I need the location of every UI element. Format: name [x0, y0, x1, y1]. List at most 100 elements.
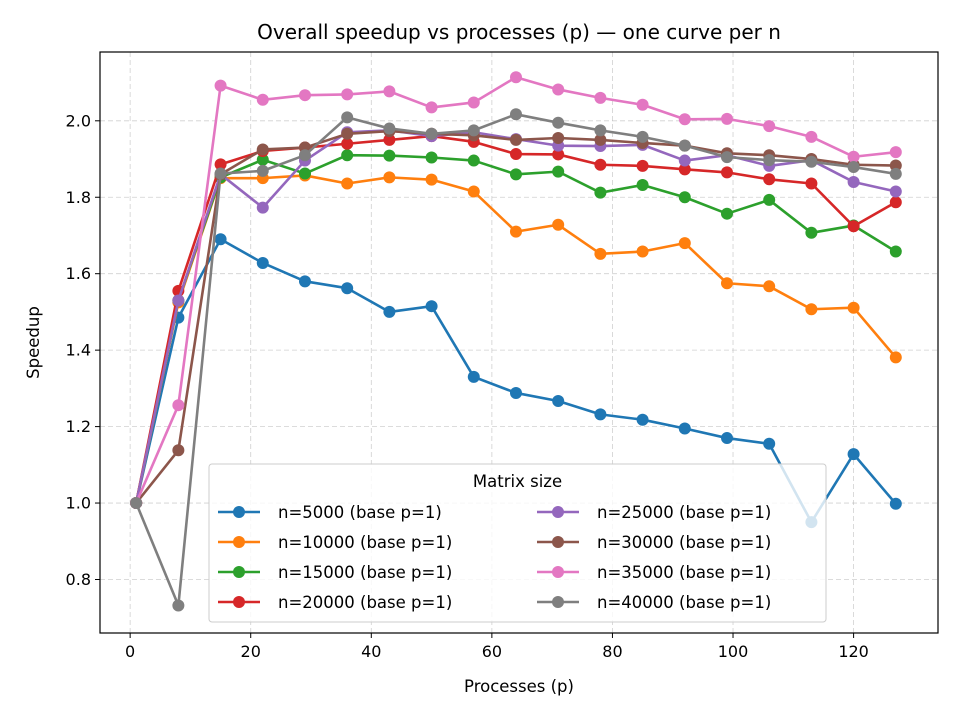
data-point — [763, 154, 775, 166]
x-axis-label: Processes (p) — [464, 677, 574, 696]
data-point — [383, 306, 395, 318]
x-tick-label: 20 — [241, 642, 261, 661]
legend-label: n=5000 (base p=1) — [278, 503, 442, 522]
legend-label: n=25000 (base p=1) — [597, 503, 771, 522]
data-point — [426, 152, 438, 164]
y-tick-label: 1.4 — [66, 341, 91, 360]
data-point — [805, 303, 817, 315]
data-point — [805, 177, 817, 189]
data-point — [299, 168, 311, 180]
data-point — [637, 179, 649, 191]
data-point — [552, 117, 564, 129]
data-point — [552, 83, 564, 95]
data-point — [341, 128, 353, 140]
data-point — [805, 156, 817, 168]
data-point — [257, 202, 269, 214]
data-point — [890, 351, 902, 363]
data-point — [468, 371, 480, 383]
data-point — [383, 122, 395, 134]
data-point — [299, 275, 311, 287]
data-point — [594, 408, 606, 420]
data-point — [383, 171, 395, 183]
data-point — [468, 155, 480, 167]
legend-label: n=10000 (base p=1) — [278, 533, 452, 552]
legend-label: n=15000 (base p=1) — [278, 563, 452, 582]
data-point — [552, 395, 564, 407]
data-point — [848, 220, 860, 232]
data-point — [257, 143, 269, 155]
data-point — [172, 599, 184, 611]
data-point — [721, 113, 733, 125]
data-point — [552, 219, 564, 231]
data-point — [890, 498, 902, 510]
data-point — [848, 161, 860, 173]
data-point — [510, 108, 522, 120]
data-point — [679, 113, 691, 125]
data-point — [510, 148, 522, 160]
data-point — [341, 88, 353, 100]
legend-swatch-marker — [552, 566, 564, 578]
data-point — [805, 131, 817, 143]
y-axis-label: Speedup — [24, 306, 43, 379]
data-point — [721, 166, 733, 178]
x-tick-label: 40 — [361, 642, 381, 661]
data-point — [510, 387, 522, 399]
x-tick-label: 0 — [125, 642, 135, 661]
x-tick-label: 60 — [482, 642, 502, 661]
data-point — [341, 149, 353, 161]
data-point — [679, 423, 691, 435]
data-point — [257, 94, 269, 106]
y-tick-label: 2.0 — [66, 111, 91, 130]
data-point — [763, 280, 775, 292]
data-point — [848, 176, 860, 188]
data-point — [341, 282, 353, 294]
y-tick-label: 1.8 — [66, 188, 91, 207]
data-point — [679, 140, 691, 152]
data-point — [341, 177, 353, 189]
data-point — [763, 194, 775, 206]
data-point — [594, 159, 606, 171]
data-point — [299, 89, 311, 101]
data-point — [637, 414, 649, 426]
data-point — [510, 134, 522, 146]
data-point — [172, 294, 184, 306]
data-point — [172, 444, 184, 456]
legend-label: n=35000 (base p=1) — [597, 563, 771, 582]
data-point — [552, 132, 564, 144]
data-point — [890, 246, 902, 258]
data-point — [637, 160, 649, 172]
y-tick-label: 0.8 — [66, 570, 91, 589]
data-point — [468, 124, 480, 136]
data-point — [679, 237, 691, 249]
data-point — [299, 149, 311, 161]
data-point — [637, 131, 649, 143]
legend-label: n=20000 (base p=1) — [278, 593, 452, 612]
data-point — [637, 99, 649, 111]
data-point — [383, 85, 395, 97]
legend-swatch-marker — [233, 506, 245, 518]
data-point — [721, 208, 733, 220]
legend-swatch-marker — [552, 596, 564, 608]
data-point — [890, 196, 902, 208]
data-point — [637, 246, 649, 258]
data-point — [172, 399, 184, 411]
data-point — [468, 186, 480, 198]
data-point — [763, 120, 775, 132]
legend-swatch-marker — [552, 536, 564, 548]
legend-label: n=30000 (base p=1) — [597, 533, 771, 552]
y-tick-label: 1.2 — [66, 417, 91, 436]
legend-label: n=40000 (base p=1) — [597, 593, 771, 612]
data-point — [890, 146, 902, 158]
data-point — [510, 71, 522, 83]
data-point — [890, 168, 902, 180]
data-point — [721, 432, 733, 444]
data-point — [679, 191, 691, 203]
x-tick-label: 80 — [602, 642, 622, 661]
data-point — [594, 124, 606, 136]
x-tick-label: 120 — [838, 642, 869, 661]
data-point — [341, 111, 353, 123]
y-tick-label: 1.0 — [66, 494, 91, 513]
data-point — [679, 155, 691, 167]
data-point — [594, 187, 606, 199]
